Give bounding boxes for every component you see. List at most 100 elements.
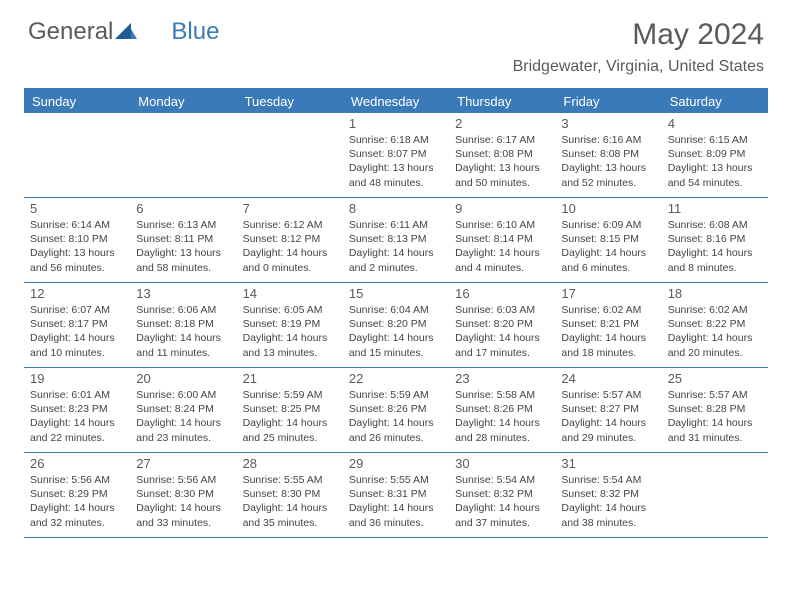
day-info: Sunrise: 6:11 AMSunset: 8:13 PMDaylight:… [349,218,443,275]
day-info: Sunrise: 5:57 AMSunset: 8:27 PMDaylight:… [561,388,655,445]
day-cell: 30 Sunrise: 5:54 AMSunset: 8:32 PMDayligh… [449,453,555,537]
day-cell [130,113,236,197]
calendar: SundayMondayTuesdayWednesdayThursdayFrid… [24,88,768,538]
day-number: 1 [349,116,443,131]
day-number: 5 [30,201,124,216]
day-info: Sunrise: 6:06 AMSunset: 8:18 PMDaylight:… [136,303,230,360]
day-cell: 31Sunrise: 5:54 AMSunset: 8:32 PMDayligh… [555,453,661,537]
day-info: Sunrise: 5:55 AMSunset: 8:31 PMDaylight:… [349,473,443,530]
day-info: Sunrise: 6:04 AMSunset: 8:20 PMDaylight:… [349,303,443,360]
day-cell: 7Sunrise: 6:12 AMSunset: 8:12 PMDaylight… [237,198,343,282]
day-info: Sunrise: 6:17 AMSunset: 8:08 PMDaylight:… [455,133,549,190]
day-info: Sunrise: 6:10 AMSunset: 8:14 PMDaylight:… [455,218,549,275]
day-cell: 14Sunrise: 6:05 AMSunset: 8:19 PMDayligh… [237,283,343,367]
day-info: Sunrise: 6:16 AMSunset: 8:08 PMDaylight:… [561,133,655,190]
day-cell: 29 Sunrise: 5:55 AMSunset: 8:31 PMDayligh… [343,453,449,537]
day-cell: 27 Sunrise: 5:56 AMSunset: 8:30 PMDayligh… [130,453,236,537]
week-row: 5Sunrise: 6:14 AMSunset: 8:10 PMDaylight… [24,198,768,283]
title-block: May 2024 Bridgewater, Virginia, United S… [513,18,764,76]
day-cell: 28Sunrise: 5:55 AMSunset: 8:30 PMDayligh… [237,453,343,537]
day-info: Sunrise: 5:54 AMSunset: 8:32 PMDaylight:… [455,473,549,530]
day-info: Sunrise: 6:09 AMSunset: 8:15 PMDaylight:… [561,218,655,275]
day-number: 2 [455,116,549,131]
day-number: 9 [455,201,549,216]
day-cell [237,113,343,197]
day-info: Sunrise: 6:03 AMSunset: 8:20 PMDaylight:… [455,303,549,360]
weekday-label: Friday [555,90,661,113]
day-info: Sunrise: 5:59 AMSunset: 8:26 PMDaylight:… [349,388,443,445]
logo-text-2: Blue [171,18,219,46]
day-info: Sunrise: 6:01 AMSunset: 8:23 PMDaylight:… [30,388,124,445]
day-cell: 21 Sunrise: 5:59 AMSunset: 8:25 PMDayligh… [237,368,343,452]
day-number: 6 [136,201,230,216]
weekday-label: Sunday [24,90,130,113]
day-cell: 19 Sunrise: 6:01 AMSunset: 8:23 PMDayligh… [24,368,130,452]
day-number: 10 [561,201,655,216]
day-info: Sunrise: 6:02 AMSunset: 8:21 PMDaylight:… [561,303,655,360]
day-info: Sunrise: 5:57 AMSunset: 8:28 PMDaylight:… [668,388,762,445]
day-cell: 17 Sunrise: 6:02 AMSunset: 8:21 PMDayligh… [555,283,661,367]
day-number: 21 [243,371,337,386]
day-number: 19 [30,371,124,386]
day-info: Sunrise: 6:00 AMSunset: 8:24 PMDaylight:… [136,388,230,445]
day-info: Sunrise: 5:56 AMSunset: 8:30 PMDaylight:… [136,473,230,530]
day-cell: 26 Sunrise: 5:56 AMSunset: 8:29 PMDayligh… [24,453,130,537]
day-number: 4 [668,116,762,131]
logo-triangle-icon [115,18,137,46]
day-number: 8 [349,201,443,216]
day-number: 20 [136,371,230,386]
day-number: 23 [455,371,549,386]
day-cell: 11Sunrise: 6:08 AMSunset: 8:16 PMDayligh… [662,198,768,282]
weeks-container: 1 Sunrise: 6:18 AMSunset: 8:07 PMDaylight… [24,113,768,538]
day-info: Sunrise: 6:18 AMSunset: 8:07 PMDaylight:… [349,133,443,190]
day-number: 15 [349,286,443,301]
day-cell: 5Sunrise: 6:14 AMSunset: 8:10 PMDaylight… [24,198,130,282]
header: General Blue May 2024 Bridgewater, Virgi… [0,0,792,80]
day-cell: 9 Sunrise: 6:10 AMSunset: 8:14 PMDaylight… [449,198,555,282]
logo-text-1: General [28,18,113,46]
day-info: Sunrise: 6:08 AMSunset: 8:16 PMDaylight:… [668,218,762,275]
day-cell: 16Sunrise: 6:03 AMSunset: 8:20 PMDayligh… [449,283,555,367]
day-number: 29 [349,456,443,471]
weekday-label: Monday [130,90,236,113]
day-cell: 4Sunrise: 6:15 AMSunset: 8:09 PMDaylight… [662,113,768,197]
day-number: 3 [561,116,655,131]
day-number: 30 [455,456,549,471]
day-number: 7 [243,201,337,216]
day-number: 14 [243,286,337,301]
weekday-label: Tuesday [237,90,343,113]
day-info: Sunrise: 5:56 AMSunset: 8:29 PMDaylight:… [30,473,124,530]
day-cell: 3 Sunrise: 6:16 AMSunset: 8:08 PMDaylight… [555,113,661,197]
day-cell: 15 Sunrise: 6:04 AMSunset: 8:20 PMDayligh… [343,283,449,367]
weekday-label: Wednesday [343,90,449,113]
day-number: 26 [30,456,124,471]
weekday-label: Thursday [449,90,555,113]
day-info: Sunrise: 6:07 AMSunset: 8:17 PMDaylight:… [30,303,124,360]
day-cell: 1 Sunrise: 6:18 AMSunset: 8:07 PMDaylight… [343,113,449,197]
weekday-header-row: SundayMondayTuesdayWednesdayThursdayFrid… [24,90,768,113]
week-row: 1 Sunrise: 6:18 AMSunset: 8:07 PMDaylight… [24,113,768,198]
day-cell: 20 Sunrise: 6:00 AMSunset: 8:24 PMDayligh… [130,368,236,452]
day-number: 12 [30,286,124,301]
week-row: 26 Sunrise: 5:56 AMSunset: 8:29 PMDayligh… [24,453,768,538]
day-number: 17 [561,286,655,301]
day-cell: 25Sunrise: 5:57 AMSunset: 8:28 PMDayligh… [662,368,768,452]
location-text: Bridgewater, Virginia, United States [513,58,764,76]
day-cell: 22Sunrise: 5:59 AMSunset: 8:26 PMDayligh… [343,368,449,452]
day-cell: 2 Sunrise: 6:17 AMSunset: 8:08 PMDaylight… [449,113,555,197]
weekday-label: Saturday [662,90,768,113]
day-number: 13 [136,286,230,301]
day-info: Sunrise: 5:59 AMSunset: 8:25 PMDaylight:… [243,388,337,445]
week-row: 19 Sunrise: 6:01 AMSunset: 8:23 PMDayligh… [24,368,768,453]
day-cell: 23Sunrise: 5:58 AMSunset: 8:26 PMDayligh… [449,368,555,452]
month-title: May 2024 [513,18,764,52]
day-cell: 12 Sunrise: 6:07 AMSunset: 8:17 PMDayligh… [24,283,130,367]
day-cell [662,453,768,537]
day-cell: 13 Sunrise: 6:06 AMSunset: 8:18 PMDayligh… [130,283,236,367]
day-number: 27 [136,456,230,471]
logo: General Blue [28,18,219,46]
day-cell: 6Sunrise: 6:13 AMSunset: 8:11 PMDaylight… [130,198,236,282]
day-info: Sunrise: 6:02 AMSunset: 8:22 PMDaylight:… [668,303,762,360]
day-number: 18 [668,286,762,301]
day-cell: 8 Sunrise: 6:11 AMSunset: 8:13 PMDaylight… [343,198,449,282]
